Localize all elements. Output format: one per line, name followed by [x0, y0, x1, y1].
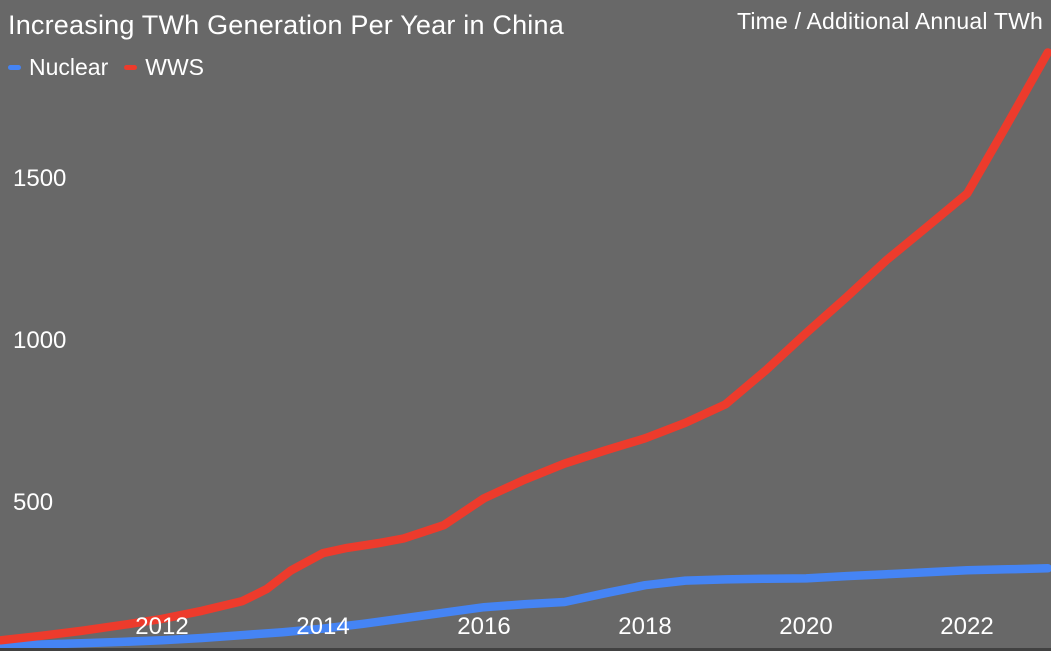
y-tick-label-1000: 1000: [13, 327, 67, 354]
wws-line: [0, 48, 1051, 645]
x-tick-label-2012: 2012: [135, 613, 189, 640]
legend-item-nuclear[interactable]: Nuclear: [8, 54, 108, 81]
x-tick-label-2020: 2020: [779, 613, 833, 640]
legend-item-wws[interactable]: WWS: [124, 54, 204, 81]
nuclear-dash-icon: [8, 65, 21, 70]
wws-dash-icon: [124, 65, 138, 70]
y-tick-label-500: 500: [13, 489, 54, 516]
nuclear-line: [0, 564, 1051, 651]
x-tick-label-2016: 2016: [457, 613, 511, 640]
bottom-edge: [0, 648, 1051, 651]
y-tick-label-1500: 1500: [13, 165, 67, 192]
legend-label-wws: WWS: [145, 54, 205, 80]
x-tick-label-2022: 2022: [940, 613, 994, 640]
axis-note: Time / Additional Annual TWh: [736, 8, 1043, 34]
x-tick-label-2014: 2014: [296, 613, 350, 640]
legend-label-nuclear: Nuclear: [29, 54, 109, 80]
x-tick-label-2018: 2018: [618, 613, 672, 640]
legend: Nuclear WWS: [8, 54, 204, 81]
chart-title: Increasing TWh Generation Per Year in Ch…: [8, 10, 564, 40]
